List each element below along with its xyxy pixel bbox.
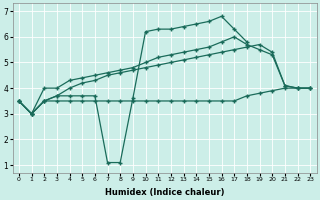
- X-axis label: Humidex (Indice chaleur): Humidex (Indice chaleur): [105, 188, 224, 197]
